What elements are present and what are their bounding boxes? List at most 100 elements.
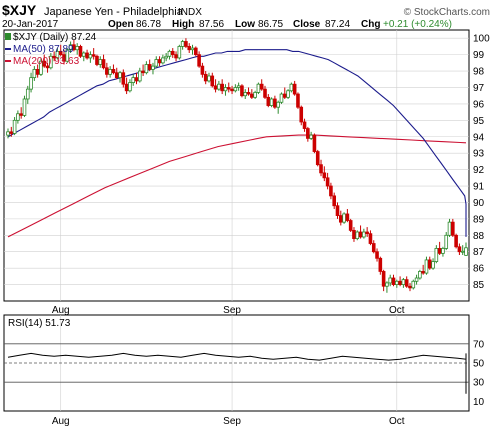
- candle: [306, 126, 310, 142]
- candle-body: [29, 77, 33, 90]
- candles: [6, 38, 468, 293]
- candle: [431, 258, 435, 270]
- ma200-path: [7, 134, 467, 238]
- candle: [273, 95, 277, 109]
- candle: [151, 62, 155, 75]
- price-y-tick-label: 91: [473, 182, 485, 193]
- rsi-label: RSI(14) 51.73: [8, 318, 71, 329]
- candle: [190, 44, 195, 55]
- candle-body: [230, 88, 234, 92]
- candle-body: [9, 131, 14, 134]
- candle-body: [19, 113, 23, 116]
- candle: [266, 94, 271, 108]
- candle-body: [141, 70, 145, 74]
- candle: [111, 64, 116, 75]
- candle-body: [147, 64, 152, 70]
- candle: [52, 51, 56, 62]
- candle: [395, 279, 399, 288]
- candle-body: [72, 44, 76, 51]
- close-label: Close: [293, 19, 321, 30]
- candle: [454, 233, 458, 249]
- candle-body: [177, 46, 182, 59]
- candle-body: [164, 55, 168, 59]
- candle-body: [299, 106, 304, 123]
- legend-ma50: MA(50) 87.89: [13, 44, 74, 55]
- candle-body: [395, 280, 399, 285]
- candle: [121, 69, 126, 88]
- candle: [362, 228, 366, 239]
- candle-body: [154, 59, 159, 67]
- candle: [348, 218, 353, 233]
- candle: [256, 82, 261, 95]
- candle-body: [302, 121, 307, 129]
- candle-body: [427, 259, 432, 269]
- candle-body: [424, 259, 429, 274]
- low-label: Low: [235, 19, 255, 30]
- candle-body: [378, 257, 383, 272]
- candle: [35, 64, 40, 78]
- candle-body: [134, 77, 139, 82]
- price-x-tick-label: Aug: [52, 305, 70, 316]
- candle: [381, 269, 386, 292]
- candle-body: [454, 234, 458, 248]
- candle: [269, 97, 274, 108]
- candle: [418, 269, 422, 280]
- candle: [118, 71, 122, 83]
- price-y-tick-label: 96: [473, 99, 485, 110]
- copyright: © StockCharts.com: [404, 7, 490, 18]
- candle: [12, 117, 17, 136]
- candle-body: [180, 41, 185, 47]
- candle: [302, 118, 307, 132]
- candle-body: [200, 65, 205, 75]
- legend: $XJY (Daily) 87.24 MA(50) 87.89 MA(200) …: [5, 32, 97, 67]
- candle: [411, 279, 416, 290]
- candle-body: [22, 98, 27, 116]
- price-y-tick-label: 89: [473, 214, 485, 225]
- candle: [246, 87, 251, 96]
- price-y-axis: 85 86 87 88 89 90 91 92 93 94 95 96 97 98 99 100: [473, 34, 490, 291]
- candle: [289, 82, 294, 93]
- rsi-y-tick-label: 70: [473, 339, 485, 350]
- candle: [141, 64, 145, 76]
- candle-body: [226, 87, 231, 90]
- candle-body: [362, 231, 366, 238]
- candle-body: [250, 93, 254, 98]
- candle: [114, 67, 119, 80]
- candle-body: [441, 248, 445, 254]
- price-x-tick-label: Sep: [223, 305, 241, 316]
- price-y-tick-label: 90: [473, 198, 485, 209]
- candle: [177, 44, 182, 60]
- candle-body: [460, 250, 465, 253]
- candle: [279, 92, 284, 104]
- candle-body: [203, 73, 208, 82]
- candle: [312, 133, 317, 154]
- candle-body: [187, 46, 192, 51]
- symbol: $XJY: [2, 2, 37, 18]
- candle: [375, 248, 379, 262]
- candle: [62, 49, 66, 65]
- candle: [98, 56, 103, 68]
- legend-price-swatch: [5, 33, 11, 40]
- candle: [85, 49, 89, 60]
- candle-body: [464, 247, 468, 256]
- ma50-path: [7, 49, 467, 237]
- candle-body: [25, 88, 30, 100]
- candle: [19, 107, 23, 119]
- candle: [137, 67, 142, 83]
- candle-body: [338, 215, 343, 223]
- candle-body: [52, 55, 56, 59]
- candle-body: [381, 271, 386, 287]
- candle-body: [137, 70, 142, 82]
- candle-body: [296, 93, 300, 108]
- candle: [401, 278, 406, 288]
- candle: [358, 225, 363, 239]
- candle-body: [273, 98, 277, 108]
- candle: [457, 243, 462, 256]
- candle-body: [174, 54, 178, 59]
- candle: [75, 43, 79, 55]
- candle: [95, 54, 99, 67]
- candle: [9, 126, 14, 137]
- candle: [174, 51, 178, 62]
- candle: [42, 54, 47, 68]
